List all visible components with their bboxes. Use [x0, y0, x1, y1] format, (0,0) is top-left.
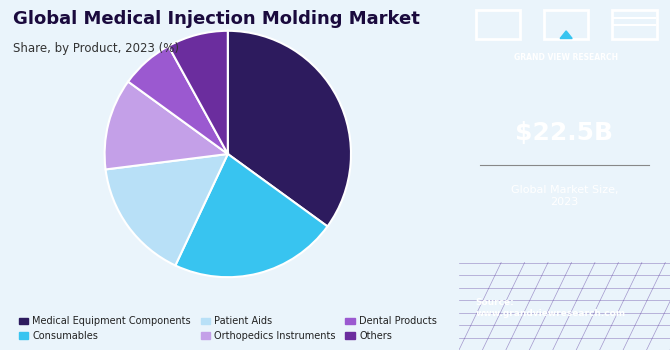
Polygon shape: [560, 31, 572, 38]
Legend: Medical Equipment Components, Consumables, Patient Aids, Orthopedics Instruments: Medical Equipment Components, Consumable…: [15, 313, 441, 345]
Wedge shape: [168, 31, 228, 154]
Bar: [476, 10, 520, 38]
Text: Global Medical Injection Molding Market: Global Medical Injection Molding Market: [13, 10, 420, 28]
Wedge shape: [105, 82, 228, 169]
Text: Global Market Size,
2023: Global Market Size, 2023: [511, 185, 618, 207]
Bar: [544, 10, 588, 38]
Wedge shape: [128, 46, 228, 154]
Wedge shape: [106, 154, 228, 265]
Bar: [612, 10, 657, 38]
Wedge shape: [176, 154, 328, 277]
Wedge shape: [228, 31, 351, 226]
Text: Source:
www.grandviewresearch.com: Source: www.grandviewresearch.com: [476, 298, 626, 318]
Text: $22.5B: $22.5B: [515, 121, 614, 145]
Text: Share, by Product, 2023 (%): Share, by Product, 2023 (%): [13, 42, 180, 55]
Text: GRAND VIEW RESEARCH: GRAND VIEW RESEARCH: [514, 53, 618, 62]
